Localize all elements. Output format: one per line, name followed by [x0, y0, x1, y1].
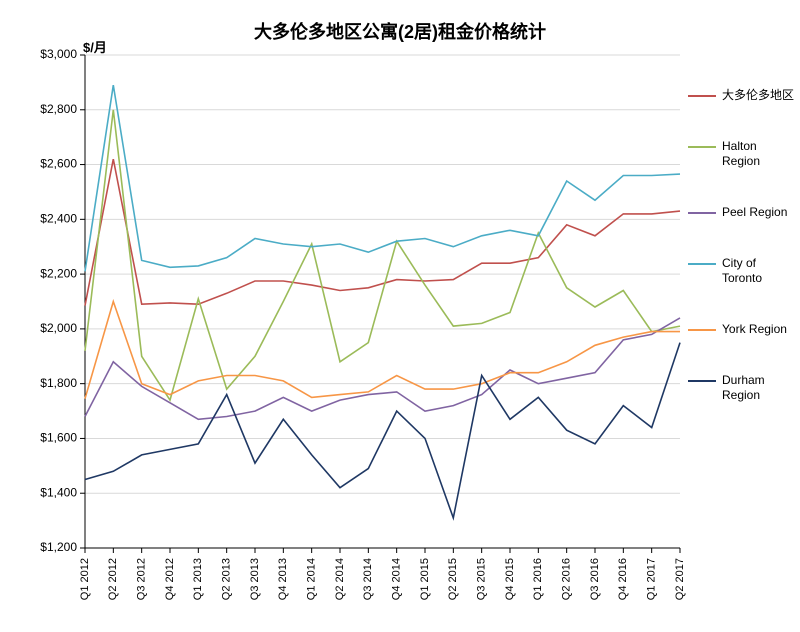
chart-container: 大多伦多地区公寓(2居)租金价格统计 $/月 $1,200$1,400$1,60… [0, 0, 800, 632]
x-tick-label: Q4 2013 [277, 558, 289, 600]
legend-swatch [688, 146, 716, 148]
x-tick-label: Q2 2015 [447, 558, 459, 600]
y-tick-label: $2,000 [40, 321, 77, 335]
x-tick-label: Q1 2015 [419, 558, 431, 600]
x-tick-label: Q1 2016 [532, 558, 544, 600]
y-tick-label: $2,400 [40, 212, 77, 226]
series-line-peel-region [85, 318, 680, 419]
legend-item: Peel Region [688, 205, 794, 220]
y-tick-label: $1,600 [40, 431, 77, 445]
x-tick-label: Q1 2017 [646, 558, 658, 600]
x-tick-label: Q3 2012 [136, 558, 148, 600]
legend-label: Durham Region [722, 373, 794, 403]
x-tick-label: Q4 2012 [164, 558, 176, 600]
legend-swatch [688, 380, 716, 382]
x-tick-label: Q2 2014 [334, 558, 346, 600]
legend-label: Halton Region [722, 139, 794, 169]
legend-label: 大多伦多地区 [722, 88, 794, 103]
y-tick-label: $1,200 [40, 540, 77, 554]
x-tick-label: Q4 2014 [391, 558, 403, 600]
x-tick-label: Q2 2013 [221, 558, 233, 600]
y-tick-label: $3,000 [40, 47, 77, 61]
legend-label: City of Toronto [722, 256, 794, 286]
x-tick-label: Q3 2015 [476, 558, 488, 600]
y-tick-label: $2,600 [40, 157, 77, 171]
legend-swatch [688, 329, 716, 331]
legend-label: Peel Region [722, 205, 787, 220]
x-tick-label: Q2 2017 [674, 558, 686, 600]
x-tick-label: Q1 2012 [79, 558, 91, 600]
series-line-halton-region [85, 110, 680, 400]
legend-label: York Region [722, 322, 787, 337]
legend-swatch [688, 95, 716, 97]
x-tick-label: Q4 2015 [504, 558, 516, 600]
y-tick-label: $1,800 [40, 376, 77, 390]
y-tick-label: $2,800 [40, 102, 77, 116]
series-line-大多伦多地区 [85, 159, 680, 306]
series-line-city-of-toronto [85, 85, 680, 271]
legend-item: 大多伦多地区 [688, 88, 794, 103]
legend-item: Halton Region [688, 139, 794, 169]
legend-item: Durham Region [688, 373, 794, 403]
x-tick-label: Q2 2016 [561, 558, 573, 600]
legend-item: York Region [688, 322, 794, 337]
x-tick-label: Q3 2013 [249, 558, 261, 600]
x-tick-label: Q4 2016 [617, 558, 629, 600]
y-tick-label: $1,400 [40, 485, 77, 499]
x-tick-label: Q2 2012 [107, 558, 119, 600]
legend-item: City of Toronto [688, 256, 794, 286]
x-tick-label: Q3 2016 [589, 558, 601, 600]
y-tick-label: $2,200 [40, 266, 77, 280]
legend: 大多伦多地区 Halton Region Peel Region City of To… [688, 88, 794, 439]
chart-plot: $1,200 $1,400 $1,600 $1,800 $2,000 $2,200 $2,4… [0, 0, 800, 632]
legend-swatch [688, 212, 716, 214]
x-tick-label: Q1 2014 [306, 558, 318, 600]
x-tick-label: Q1 2013 [192, 558, 204, 600]
x-tick-label: Q3 2014 [362, 558, 374, 600]
series-line-durham-region [85, 343, 680, 518]
legend-swatch [688, 263, 716, 265]
